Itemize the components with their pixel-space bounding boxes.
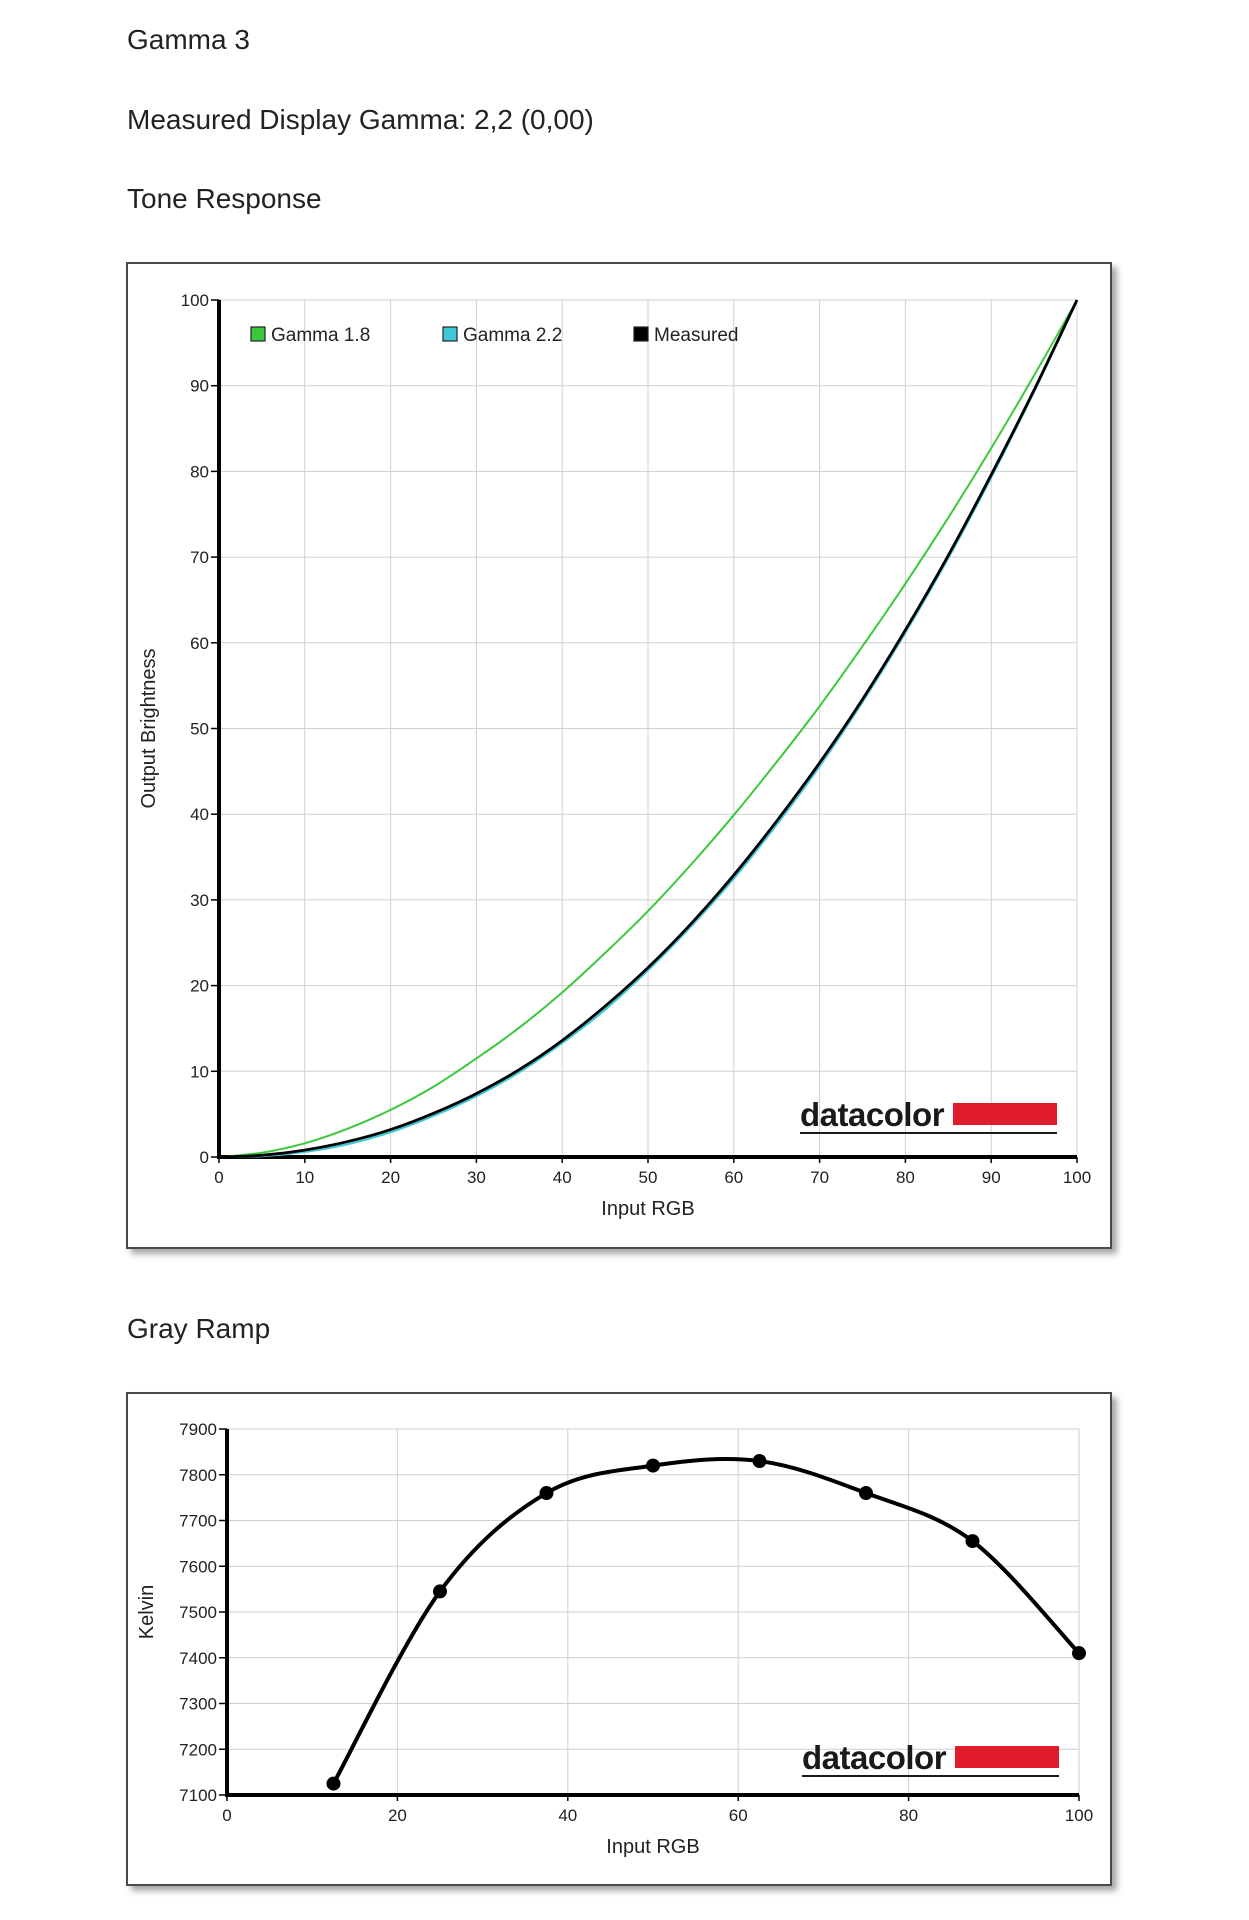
tone-datacolor-logo-text: datacolor	[800, 1096, 945, 1133]
gray-x-tick-label: 100	[1065, 1806, 1093, 1825]
tone-y-tick-label: 30	[190, 891, 209, 910]
tone-datacolor-logo-bar	[953, 1103, 1057, 1125]
gray-x-tick-label: 60	[729, 1806, 748, 1825]
tone-y-tick-label: 40	[190, 805, 209, 824]
gray-datacolor-logo-bar	[955, 1746, 1059, 1768]
tone-x-tick-label: 70	[810, 1168, 829, 1187]
gray-ramp-heading: Gray Ramp	[127, 1313, 271, 1344]
tone-legend-label-gamma-1-8: Gamma 1.8	[271, 325, 370, 346]
tone-y-tick-label: 90	[190, 377, 209, 396]
tone-x-tick-label: 100	[1063, 1168, 1091, 1187]
tone-y-tick-label: 10	[190, 1062, 209, 1081]
gray-x-tick-label: 0	[222, 1806, 231, 1825]
gray-data-point	[1072, 1646, 1086, 1661]
tone-legend-label-gamma-2-2: Gamma 2.2	[463, 325, 562, 346]
tone-legend-label-measured: Measured	[654, 325, 739, 346]
tone-y-tick-label: 80	[190, 462, 209, 481]
gray-x-tick-label: 20	[388, 1806, 407, 1825]
tone-series-line-measured	[218, 299, 1079, 1159]
tone-x-tick-label: 40	[553, 1168, 572, 1187]
tone-y-tick-label: 0	[200, 1148, 209, 1167]
gray-data-point	[433, 1584, 447, 1599]
gray-y-tick-label: 7500	[179, 1603, 217, 1622]
tone-response-plot: 0 10 20 30 40 50 60 70 80 90 100 0 10 20 30 40 50 60 70 80 9…	[138, 291, 1091, 1220]
gray-y-tick-label: 7200	[179, 1740, 217, 1759]
tone-legend-swatch-measured	[633, 326, 649, 342]
gray-ramp-plot: 7100 7200 7300 7400 7500 7600 7700 7800 7900 0 20 4…	[136, 1420, 1093, 1858]
tone-legend-swatch-gamma-1-8	[250, 326, 266, 342]
gray-x-tick-label: 40	[558, 1806, 577, 1825]
gray-y-tick-label: 7900	[179, 1420, 217, 1439]
tone-y-tick-label: 20	[190, 977, 209, 996]
tone-response-chart: 0 10 20 30 40 50 60 70 80 90 100 0 10 20 30 40 50 60 70 80 9…	[126, 262, 1112, 1249]
gray-x-tick-label: 80	[899, 1806, 918, 1825]
gray-data-point	[646, 1458, 660, 1473]
gray-y-tick-label: 7800	[179, 1466, 217, 1485]
gray-data-point	[965, 1534, 980, 1549]
tone-y-tick-label: 50	[190, 720, 209, 739]
gray-y-tick-label: 7600	[179, 1557, 217, 1576]
gray-data-point	[859, 1486, 873, 1501]
tone-y-tick-label: 70	[190, 548, 209, 567]
gray-data-point	[326, 1776, 341, 1791]
gray-y-tick-label: 7100	[179, 1786, 217, 1805]
tone-x-tick-label: 20	[381, 1168, 400, 1187]
tone-x-tick-label: 30	[467, 1168, 486, 1187]
tone-x-tick-label: 80	[896, 1168, 915, 1187]
tone-x-tick-label: 60	[724, 1168, 743, 1187]
tone-y-tick-label: 100	[181, 291, 209, 310]
gray-data-point	[752, 1454, 767, 1469]
gray-data-point	[539, 1486, 554, 1501]
tone-x-tick-label: 0	[214, 1168, 223, 1187]
tone-y-tick-label: 60	[190, 634, 209, 653]
tone-y-axis-label: Output Brightness	[138, 648, 160, 808]
gray-x-axis-label: Input RGB	[606, 1836, 699, 1858]
section-title: Gamma 3	[127, 24, 250, 55]
measured-gamma-text: Measured Display Gamma: 2,2 (0,00)	[127, 104, 594, 135]
tone-x-tick-label: 10	[295, 1168, 314, 1187]
tone-x-tick-label: 90	[982, 1168, 1001, 1187]
gray-y-tick-label: 7400	[179, 1649, 217, 1668]
gray-y-tick-label: 7300	[179, 1695, 217, 1714]
tone-response-heading: Tone Response	[127, 183, 322, 214]
gray-ramp-chart: 7100 7200 7300 7400 7500 7600 7700 7800 7900 0 20 4…	[126, 1392, 1112, 1886]
tone-x-axis-label: Input RGB	[601, 1198, 694, 1220]
gray-y-axis-label: Kelvin	[136, 1585, 158, 1639]
gray-series-line	[331, 1457, 1081, 1785]
tone-legend-swatch-gamma-2-2	[442, 326, 458, 342]
tone-x-tick-label: 50	[639, 1168, 658, 1187]
gray-y-tick-label: 7700	[179, 1512, 217, 1531]
gray-datacolor-logo-text: datacolor	[802, 1739, 947, 1776]
tone-series-line-gamma-1-8	[218, 299, 1078, 1158]
